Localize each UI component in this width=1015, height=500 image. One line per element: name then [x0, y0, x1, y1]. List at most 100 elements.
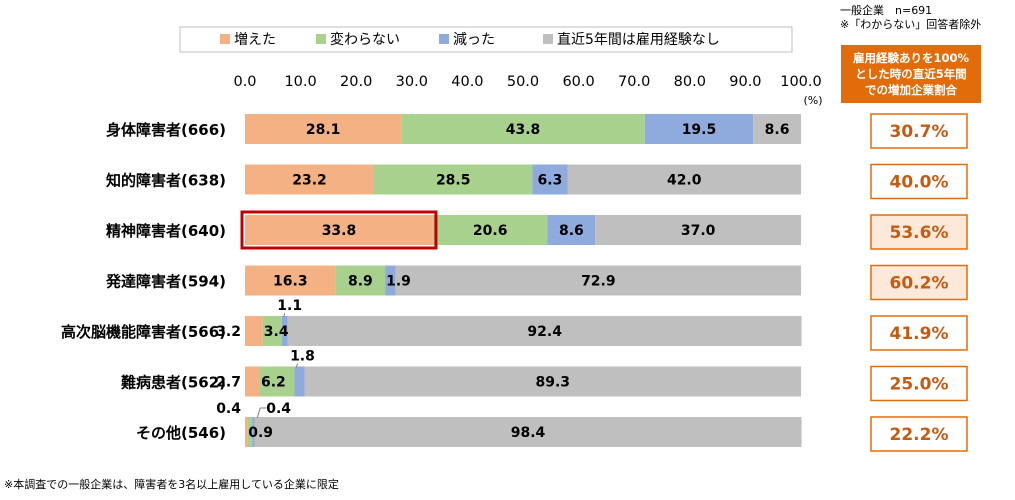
bar-segment-3-2 — [385, 265, 396, 296]
bar-segment-5-0 — [245, 366, 261, 397]
x-tick-label-0: 0.0 — [233, 74, 256, 90]
legend-box — [179, 26, 793, 53]
increase-rate-header: 雇用経験ありを100% とした時の直近5年間 での増加企業割合 — [841, 45, 981, 103]
data-label-3-3: 72.9 — [581, 274, 616, 290]
bar-segment-0-3 — [753, 114, 801, 144]
data-label-0-3: 8.6 — [765, 122, 790, 138]
bar-segment-2-0 — [245, 215, 433, 245]
bar-segment-1-0 — [245, 164, 374, 195]
bar-segment-4-1 — [262, 316, 282, 346]
increase-rate-value-6: 22.2% — [890, 425, 949, 445]
data-label-3-0: 16.3 — [273, 274, 308, 290]
x-tick-label-2: 20.0 — [340, 74, 372, 90]
data-label-6-3: 98.4 — [511, 425, 546, 441]
x-tick-label-7: 70.0 — [618, 74, 650, 90]
bar-segment-2-3 — [595, 215, 801, 245]
increase-rate-box-6 — [870, 416, 968, 452]
data-label-1-2: 6.3 — [538, 173, 563, 189]
data-label-0-0: 28.1 — [306, 122, 341, 138]
bar-segment-6-3 — [254, 417, 802, 447]
legend-label-2: 減った — [453, 31, 495, 48]
legend-swatch-3 — [543, 34, 553, 44]
increase-rate-box-5 — [870, 365, 968, 402]
data-label-0-1: 43.8 — [506, 122, 541, 138]
data-label-1-1: 28.5 — [436, 173, 471, 189]
legend-label-3: 直近5年間は雇用経験なし — [557, 31, 720, 48]
data-label-6-0: 0.4 — [216, 401, 241, 417]
increase-rate-header-line2: とした時の直近5年間 — [855, 67, 967, 81]
legend-label-0: 増えた — [234, 32, 276, 48]
bar-segment-4-2 — [281, 316, 288, 346]
increase-rate-value-2: 53.6% — [890, 223, 949, 243]
x-tick-label-8: 80.0 — [674, 74, 706, 90]
data-label-1-3: 42.0 — [667, 173, 702, 189]
bar-segment-4-0 — [245, 316, 263, 346]
x-unit-label: (%) — [803, 94, 822, 107]
x-tick-label-4: 40.0 — [451, 74, 483, 90]
bar-segment-3-3 — [395, 265, 801, 296]
x-tick-label-9: 90.0 — [729, 74, 761, 90]
category-label-0: 身体障害者(666) — [106, 121, 226, 139]
data-label-2-1: 20.6 — [473, 223, 508, 239]
increase-rate-box-3 — [870, 264, 968, 301]
increase-rate-box-2 — [870, 214, 968, 250]
x-tick-label-6: 60.0 — [562, 74, 594, 90]
category-label-4: 高次脳機能障害者(566) — [61, 323, 226, 341]
increase-rate-box-0 — [870, 113, 968, 149]
footnote: ※本調査での一般企業は、障害者を3名以上雇用している企業に限定 — [4, 478, 339, 491]
data-label-6-1: 0.9 — [248, 425, 273, 441]
bar-segment-5-3 — [304, 366, 801, 397]
x-tick-label-5: 50.0 — [507, 74, 539, 90]
sample-size-note: 一般企業 n=691 — [840, 4, 933, 17]
bar-segment-2-2 — [547, 215, 596, 245]
increase-rate-value-3: 60.2% — [890, 274, 949, 294]
x-tick-label-1: 10.0 — [284, 74, 316, 90]
data-label-4-0: 3.2 — [216, 324, 241, 340]
increase-rate-value-4: 41.9% — [890, 324, 949, 344]
x-tick-label-10: 100.0 — [780, 74, 822, 90]
data-label-5-1: 6.2 — [261, 375, 286, 391]
bar-segment-1-2 — [532, 164, 568, 195]
bar-segment-6-1 — [247, 417, 253, 447]
data-label-6-2: 0.4 — [266, 401, 291, 417]
legend-label-1: 変わらない — [330, 31, 400, 48]
data-label-2-3: 37.0 — [681, 223, 716, 239]
sample-note: 一般企業 n=691 ※「わからない」回答者除外 — [840, 4, 981, 32]
data-label-3-2: 1.9 — [386, 274, 411, 290]
bar-segment-0-0 — [245, 114, 402, 144]
leader-line-5 — [295, 363, 298, 368]
data-label-0-2: 19.5 — [682, 122, 717, 138]
bar-segment-0-2 — [644, 114, 754, 144]
highlight-outline — [240, 210, 438, 250]
leader-line-6 — [256, 407, 267, 419]
data-label-2-2: 8.6 — [559, 223, 584, 239]
data-label-4-1: 3.4 — [264, 324, 289, 340]
x-tick-label-3: 30.0 — [396, 74, 428, 90]
legend-swatch-0 — [220, 34, 230, 44]
data-label-4-2: 1.1 — [277, 298, 302, 314]
bar-segment-6-0 — [245, 417, 248, 447]
increase-rate-value-1: 40.0% — [890, 173, 949, 193]
increase-rate-header-line3: での増加企業割合 — [865, 83, 957, 97]
bar-segment-4-3 — [287, 316, 802, 346]
data-label-1-0: 23.2 — [292, 173, 327, 189]
bar-segment-1-3 — [567, 164, 801, 195]
increase-rate-value-5: 25.0% — [890, 375, 949, 395]
data-label-5-0: 2.7 — [216, 375, 241, 391]
data-label-5-3: 89.3 — [535, 375, 570, 391]
data-label-2-0: 33.8 — [322, 223, 357, 239]
increase-rate-header-line1: 雇用経験ありを100% — [852, 51, 970, 65]
category-label-2: 精神障害者(640) — [106, 222, 226, 240]
bar-segment-6-2 — [252, 417, 255, 447]
data-label-3-1: 8.9 — [348, 274, 373, 290]
leader-line-4 — [283, 312, 286, 318]
increase-rate-box-4 — [870, 315, 968, 351]
category-label-1: 知的障害者(638) — [106, 172, 226, 190]
legend-swatch-2 — [439, 34, 449, 44]
increase-rate-box-1 — [870, 163, 968, 200]
category-label-3: 発達障害者(594) — [105, 273, 226, 291]
bar-segment-0-1 — [401, 114, 645, 144]
category-label-5: 難病患者(562) — [121, 374, 226, 392]
exclusion-note: ※「わからない」回答者除外 — [840, 18, 982, 31]
bar-segment-1-1 — [373, 164, 533, 195]
